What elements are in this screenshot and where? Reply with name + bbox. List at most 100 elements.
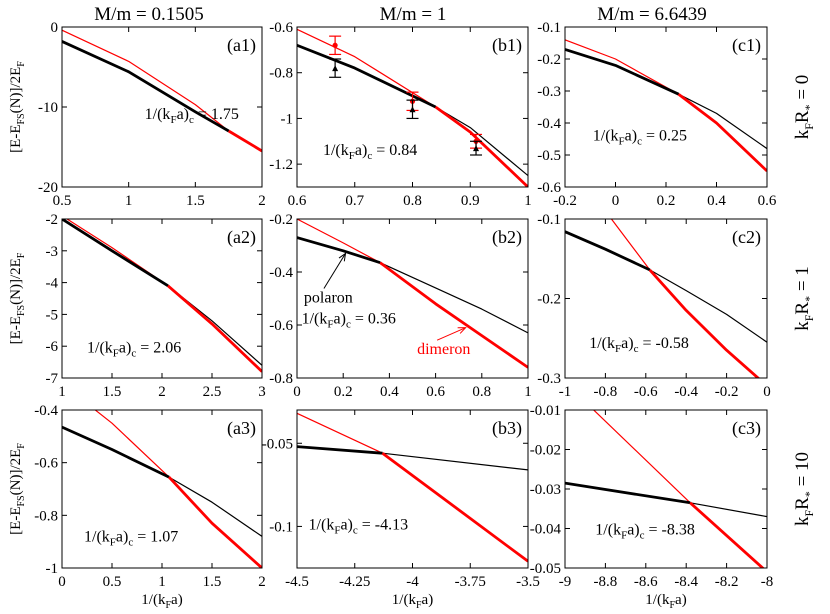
polaron-ground-line — [62, 40, 230, 133]
panel-b2: 0 0.2 0.4 0.6 0.8 1 -0.8 -0.6 -0.4 -0.2 (b2) 1/(kFa… — [269, 212, 532, 400]
panel-a3: 0 0.5 1 1.5 2 -1 -0.8 -0.6 -0.4 (a3) 1/(kFa)c = 1.… — [34, 403, 266, 590]
x-axis-label: 1/(kFa) — [645, 592, 686, 611]
annotation-value: = -8.38 — [645, 521, 695, 538]
panel-label: (b1) — [492, 35, 522, 56]
panel-a2: 1 1.5 2 2.5 3 -7 -6 -5 -4 -3 -2 (a2) 1/(kFa)c = 2.06 — [46, 212, 266, 400]
ylabel-sub1: FS — [16, 305, 27, 316]
row-label-value: = 10 — [792, 452, 813, 491]
x-tick-label: 0.6 — [288, 193, 307, 209]
annotation-post: a) — [340, 517, 352, 534]
y-tick-label: -0.02 — [530, 443, 561, 459]
panel-frame — [564, 218, 768, 379]
annotation-pre: 1/(k — [309, 517, 335, 534]
annotation-post: a) — [625, 128, 637, 145]
annotation-post: a) — [621, 335, 633, 352]
y-tick-label: -6 — [46, 339, 59, 355]
panel-frame — [61, 409, 263, 569]
row-label-f: F — [802, 314, 816, 321]
annotation-sub: F — [113, 348, 119, 360]
annotation-csub: c — [128, 537, 133, 549]
panels: 0.5 1 1.5 2-20-100(a1)1/(kFa)c = 1.750.6 0.7… — [8, 20, 816, 611]
x-tick-label: 0.6 — [758, 193, 777, 209]
annotation-csub: c — [637, 136, 642, 148]
annotation-pre: 1/(k — [145, 106, 171, 123]
x-tick-label: 1.5 — [186, 193, 205, 209]
y-tick-label: -0.2 — [537, 52, 561, 68]
panel-frame — [564, 409, 768, 569]
x-tick-label: 0.9 — [461, 193, 480, 209]
annotation-value: = 0.36 — [351, 311, 396, 328]
y-tick-label: -0.3 — [537, 84, 561, 100]
column-title-b: M/m = 1 — [380, 4, 447, 25]
y-tick-label: -0.2 — [269, 212, 293, 228]
polaron-line — [62, 426, 262, 537]
x-tick-label: 0 — [58, 574, 66, 590]
x-tick-label: -3.5 — [516, 574, 540, 590]
crossing-annotation: 1/(kFa)c = 2.06 — [87, 340, 181, 360]
x-tick-label: 3 — [258, 384, 266, 400]
x-tick-label: -8.2 — [715, 574, 739, 590]
x-tick-label: 1 — [524, 384, 532, 400]
ylabel-main: [E-E — [8, 507, 24, 535]
annotation-csub: c — [353, 525, 358, 537]
x-tick-label: 1 — [125, 193, 133, 209]
annotation-value: = 0.25 — [642, 128, 687, 145]
column-titles: M/m = 0.1505 M/m = 1 M/m = 6.6439 — [94, 4, 706, 25]
y-tick-label: -5 — [46, 307, 59, 323]
x-tick-label: 0 — [293, 384, 301, 400]
y-tick-label: -0.4 — [537, 116, 561, 132]
x-tick-label: -1 — [559, 384, 572, 400]
annotation-csub: c — [131, 348, 136, 360]
y-tick-label: -3 — [46, 244, 59, 260]
polaron-ground-line — [62, 425, 170, 479]
x-tick-label: 2 — [258, 193, 266, 209]
x-tick-label: 0.8 — [472, 384, 491, 400]
annotation-value: = -4.13 — [358, 517, 408, 534]
polaron-label: polaron — [304, 289, 353, 306]
dimeron-arrowhead — [457, 327, 467, 334]
x-tick-label: -4.5 — [285, 574, 309, 590]
annotation-value: = 1.75 — [194, 106, 239, 123]
x-tick-label: 2 — [258, 574, 266, 590]
panel-a1: 0.5 1 1.5 2 -20 -10 0 (a1) 1/(kFa)c = 1.75 — [38, 20, 266, 209]
data-point-polaron — [409, 106, 416, 113]
series-group — [565, 410, 767, 568]
crossing-annotation: 1/(kFa)c = -8.38 — [595, 521, 695, 541]
panel-label: (b2) — [492, 227, 522, 248]
series-group — [62, 29, 262, 153]
column-title-a: M/m = 0.1505 — [94, 4, 203, 25]
annotation-pre: 1/(k — [323, 142, 349, 159]
x-tick-label: -0.2 — [715, 384, 739, 400]
x-tick-label: -8 — [761, 574, 774, 590]
y-tick-label: -0.4 — [269, 265, 293, 281]
polaron-ground-line — [297, 445, 383, 455]
polaron-ground-line — [297, 43, 437, 109]
annotation-sub: F — [334, 525, 340, 537]
crossing-annotation: 1/(kFa)c = -0.58 — [589, 335, 689, 355]
x-tick-label: -9 — [559, 574, 572, 590]
y-tick-label: -0.4 — [34, 403, 58, 419]
dimeron-ground-line — [167, 476, 262, 568]
dimeron-ground-line — [167, 284, 262, 373]
dimeron-ground-line — [677, 93, 767, 173]
y-tick-label: -0.3 — [537, 371, 561, 387]
annotation-sub: F — [170, 114, 176, 126]
column-title-c: M/m = 6.6439 — [597, 4, 706, 25]
x-tick-label: 0.7 — [345, 193, 364, 209]
panel-label: (c3) — [732, 418, 761, 439]
polaron-ground-line — [565, 230, 651, 272]
x-tick-label: 0 — [763, 384, 771, 400]
annotation-sub: F — [615, 343, 621, 355]
polaron-arrowhead — [338, 252, 347, 262]
row-label: kFR* = 0 — [792, 75, 816, 140]
annotation-pre: 1/(k — [589, 335, 615, 352]
y-tick-label: -0.04 — [530, 522, 562, 538]
crossing-annotation: 1/(kFa)c = 0.36 — [302, 311, 396, 331]
x-tick-label: 1 — [158, 574, 166, 590]
y-axis-label: [E-EFS(N)]/2EF — [8, 443, 27, 535]
x-tick-label: 0.2 — [334, 384, 353, 400]
x-tick-label: 0 — [612, 193, 620, 209]
series-group — [565, 219, 767, 378]
row-label-k: k — [792, 516, 813, 526]
